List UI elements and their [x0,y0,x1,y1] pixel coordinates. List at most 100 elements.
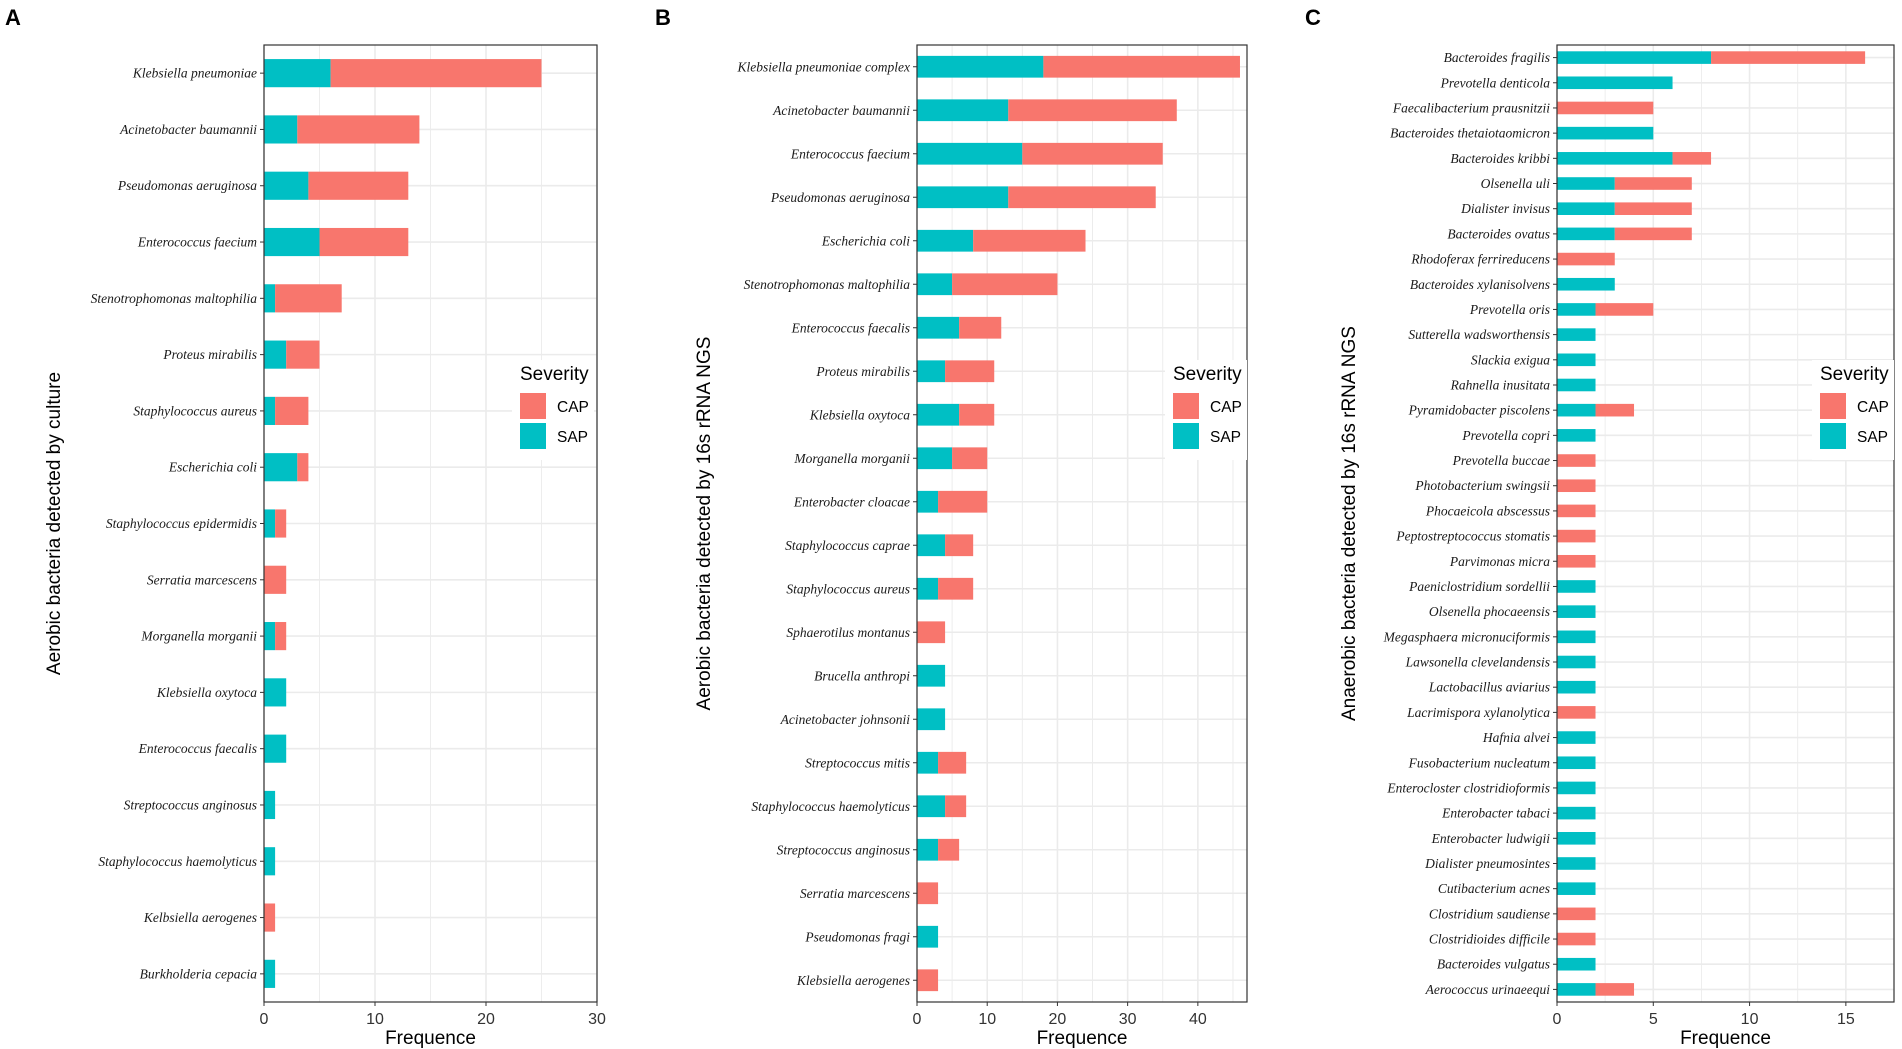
category-label-c-pyramidobacter-piscolens: Pyramidobacter piscolens [1408,403,1550,418]
bar-cap-a-pseudomonas-aeruginosa [308,171,409,200]
legend-key-cap-a [520,393,546,419]
bar-cap-c-prevotella-buccae [1557,454,1596,467]
x-tick-label-b: 40 [1189,1011,1207,1028]
bar-sap-a-enterococcus-faecium [264,227,320,257]
legend-label-sap-a: SAP [557,429,588,446]
bar-sap-c-bacteroides-fragilis [1557,51,1712,64]
category-label-b-streptococcus-anginosus: Streptococcus anginosus [777,842,910,857]
bar-sap-c-enterobacter-tabaci [1557,806,1596,820]
bar-sap-a-staphylococcus-epidermidis [264,509,276,538]
category-label-a-klebsiella-pneumoniae: Klebsiella pneumoniae [132,66,257,81]
category-label-b-acinetobacter-baumannii: Acinetobacter baumannii [772,103,910,118]
category-label-a-staphylococcus-aureus: Staphylococcus aureus [133,403,257,418]
category-label-b-staphylococcus-aureus: Staphylococcus aureus [786,581,910,596]
category-label-b-acinetobacter-johnsonii: Acinetobacter johnsonii [780,712,911,727]
legend-label-cap-a: CAP [557,399,589,416]
category-label-b-enterococcus-faecalis: Enterococcus faecalis [791,320,910,335]
legend-key-cap-c [1820,393,1846,419]
category-label-c-bacteroides-kribbi: Bacteroides kribbi [1450,151,1550,166]
category-label-c-rhodoferax-ferrireducens: Rhodoferax ferrireducens [1410,252,1550,267]
bar-sap-a-pseudomonas-aeruginosa [264,171,309,200]
bar-sap-a-staphylococcus-aureus [264,396,276,425]
category-label-b-streptococcus-mitis: Streptococcus mitis [805,755,910,770]
category-label-a-staphylococcus-epidermidis: Staphylococcus epidermidis [106,516,257,531]
bar-sap-c-dialister-pneumosintes [1557,857,1596,870]
bar-cap-b-klebsiella-aerogenes [917,969,939,992]
bar-cap-b-enterococcus-faecalis [959,316,1002,339]
category-label-c-enterocloster-clostridioformis: Enterocloster clostridioformis [1386,780,1550,795]
legend-label-sap-b: SAP [1210,429,1241,446]
category-label-c-phocaeicola-abscessus: Phocaeicola abscessus [1425,503,1550,518]
bar-cap-c-peptostreptococcus-stomatis [1557,529,1596,543]
panel-border-c [1556,44,1895,1003]
x-tick-label-c: 5 [1649,1011,1658,1028]
bar-sap-c-prevotella-copri [1557,429,1596,442]
bar-sap-b-morganella-morganii [917,447,953,470]
bar-sap-c-bacteroides-xylanisolvens [1557,277,1615,291]
category-label-a-serratia-marcescens: Serratia marcescens [147,572,257,587]
legend-key-cap-b [1173,393,1199,419]
category-label-c-enterobacter-tabaci: Enterobacter tabaci [1441,806,1550,821]
x-tick-label-c: 10 [1741,1011,1759,1028]
category-label-b-enterococcus-faecium: Enterococcus faecium [790,146,910,161]
bar-cap-c-olsenella-uli [1614,177,1692,190]
bar-sap-c-bacteroides-thetaiotaomicron [1557,126,1654,140]
bar-cap-c-aerococcus-urinaeequi [1595,983,1635,996]
bar-cap-a-kelbsiella-aerogenes [264,903,276,932]
bar-cap-b-klebsiella-pneumoniae-complex [1043,55,1240,78]
bar-sap-b-klebsiella-oxytoca [917,403,960,426]
bar-cap-b-staphylococcus-aureus [938,577,974,600]
bar-sap-b-acinetobacter-johnsonii [917,708,946,731]
y-axis-title-b: Aerobic bacteria detected by 16s rRNA NG… [694,337,715,711]
category-label-b-pseudomonas-fragi: Pseudomonas fragi [804,929,910,944]
x-axis-title-a: Frequence [385,1028,476,1049]
bar-cap-a-enterococcus-faecium [319,227,409,257]
x-tick-label-a: 30 [588,1011,606,1028]
panel-letter-b: B [655,5,671,30]
bar-cap-b-pseudomonas-aeruginosa [1008,186,1156,209]
category-label-c-prevotella-denticola: Prevotella denticola [1440,75,1551,90]
bar-sap-c-bacteroides-kribbi [1557,152,1673,165]
category-label-c-faecalibacterium-prausnitzii: Faecalibacterium prausnitzii [1392,100,1550,115]
bar-sap-c-pyramidobacter-piscolens [1557,403,1596,417]
bar-sap-a-proteus-mirabilis [264,340,287,369]
bar-cap-a-proteus-mirabilis [286,340,320,369]
bar-cap-b-enterococcus-faecium [1022,142,1163,165]
bar-sap-c-enterocloster-clostridioformis [1557,781,1596,795]
bar-sap-c-prevotella-denticola [1557,76,1673,90]
x-axis-title-b: Frequence [1037,1028,1128,1049]
category-label-c-rahnella-inusitata: Rahnella inusitata [1450,377,1551,392]
category-label-c-bacteroides-vulgatus: Bacteroides vulgatus [1437,957,1550,972]
x-tick-label-b: 30 [1119,1011,1137,1028]
category-label-b-proteus-mirabilis: Proteus mirabilis [815,364,910,379]
bar-sap-b-escherichia-coli [917,229,974,252]
category-label-c-parvimonas-micra: Parvimonas micra [1449,554,1550,569]
bar-sap-b-proteus-mirabilis [917,360,946,383]
bar-sap-c-slackia-exigua [1557,353,1596,367]
x-tick-label-a: 0 [260,1011,269,1028]
bar-sap-c-paeniclostridium-sordellii [1557,580,1596,593]
x-tick-label-a: 20 [477,1011,495,1028]
bar-sap-c-dialister-invisus [1557,202,1615,215]
category-label-c-prevotella-buccae: Prevotella buccae [1452,453,1550,468]
category-label-a-proteus-mirabilis: Proteus mirabilis [162,347,257,362]
bar-sap-b-staphylococcus-aureus [917,577,939,600]
category-label-a-stenotrophomonas-maltophilia: Stenotrophomonas maltophilia [91,291,258,306]
bar-sap-b-pseudomonas-aeruginosa [917,186,1009,209]
x-tick-label-c: 15 [1837,1011,1855,1028]
category-label-c-fusobacterium-nucleatum: Fusobacterium nucleatum [1408,755,1551,770]
bar-sap-b-brucella-anthropi [917,664,946,687]
category-label-a-morganella-morganii: Morganella morganii [140,629,257,644]
category-label-c-paeniclostridium-sordellii: Paeniclostridium sordellii [1408,579,1550,594]
category-label-c-lacrimispora-xylanolytica: Lacrimispora xylanolytica [1406,705,1550,720]
bar-cap-b-sphaerotilus-montanus [917,621,946,644]
bar-sap-a-acinetobacter-baumannii [264,115,298,144]
bar-cap-c-faecalibacterium-prausnitzii [1557,101,1654,115]
legend-key-sap-a [520,423,546,449]
bar-sap-c-hafnia-alvei [1557,731,1596,744]
category-label-b-pseudomonas-aeruginosa: Pseudomonas aeruginosa [770,190,910,205]
bar-sap-a-staphylococcus-haemolyticus [264,847,276,876]
bar-cap-b-enterobacter-cloacae [938,490,988,513]
category-label-c-bacteroides-fragilis: Bacteroides fragilis [1444,50,1550,65]
category-label-b-staphylococcus-caprae: Staphylococcus caprae [785,538,910,553]
